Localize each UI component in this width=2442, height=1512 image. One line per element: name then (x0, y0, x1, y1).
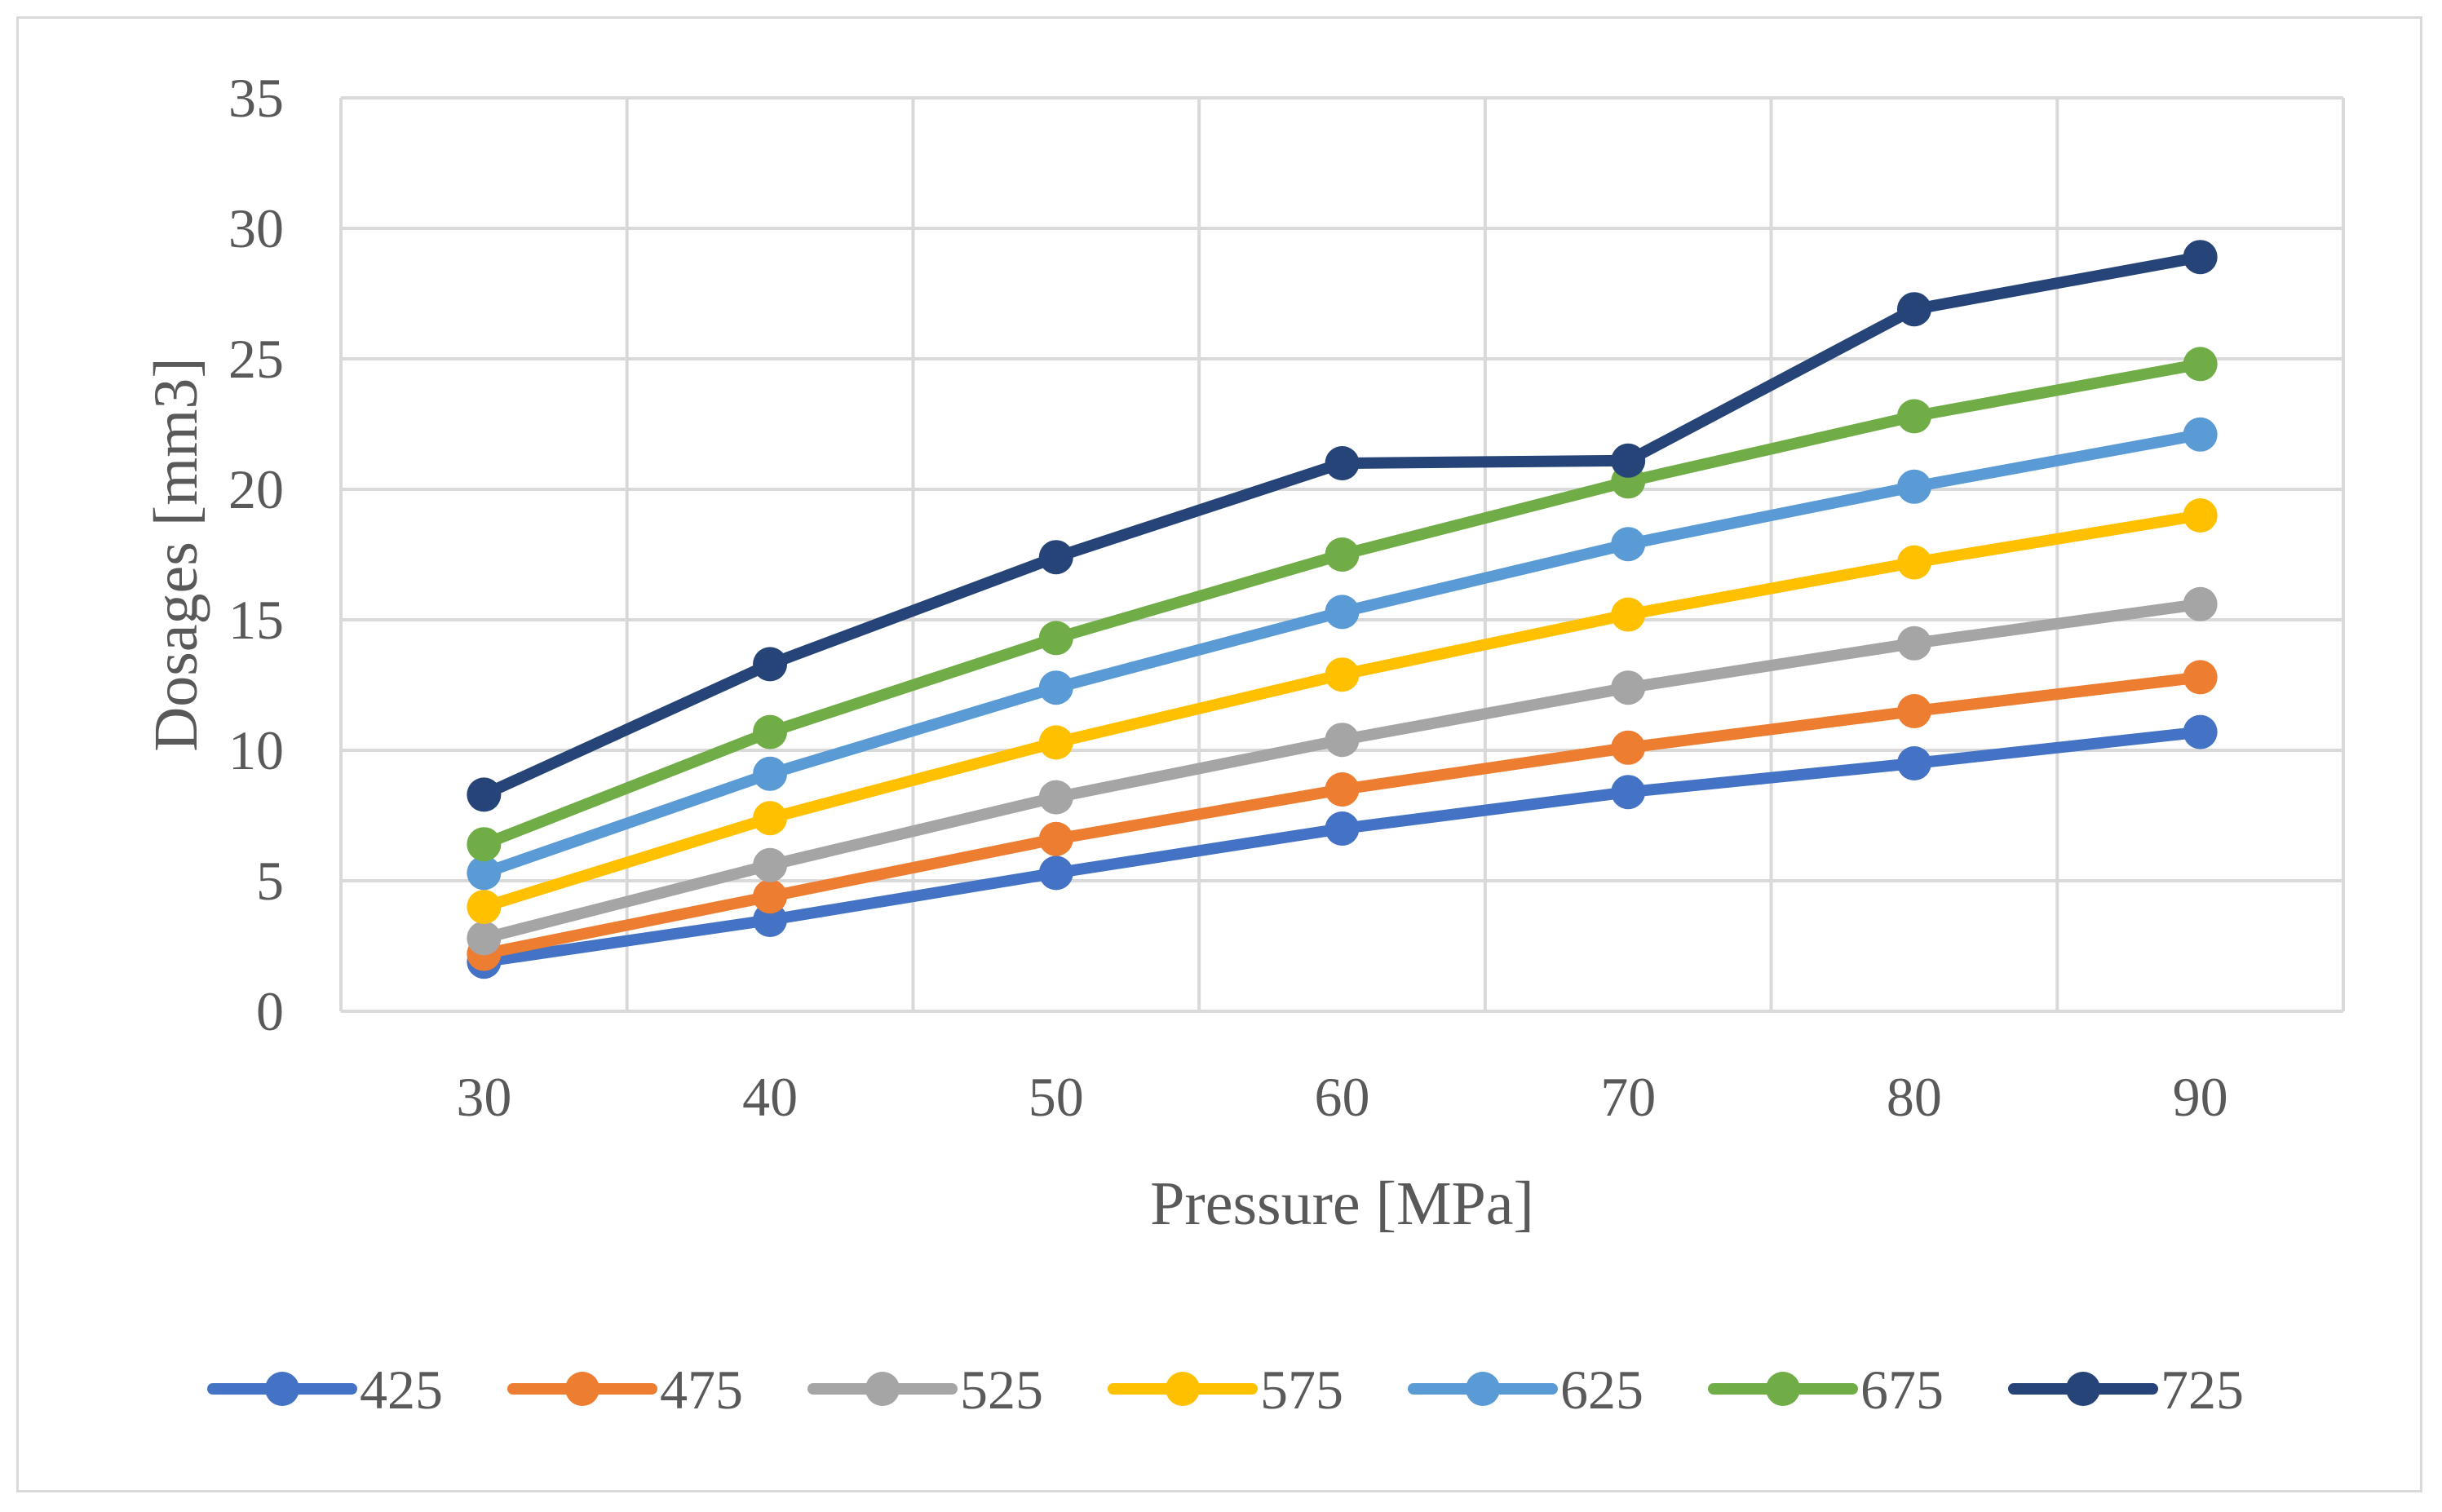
x-tick-90: 90 (2173, 1066, 2228, 1128)
point-725-50 (1038, 540, 1073, 575)
point-525-70 (1611, 670, 1646, 705)
x-tick-50: 50 (1029, 1066, 1084, 1128)
x-tick-30: 30 (456, 1066, 511, 1128)
series-line-725 (478, 251, 2206, 801)
point-425-60 (1325, 811, 1360, 846)
legend-item-675: 675 (1708, 1359, 1944, 1421)
legend-item-525: 525 (807, 1359, 1043, 1421)
point-675-80 (1896, 399, 1931, 434)
legend-item-575: 575 (1108, 1359, 1343, 1421)
series-625 (467, 417, 2218, 891)
point-575-50 (1038, 725, 1073, 760)
x-axis-title: Pressure [MPa] (1150, 1169, 1534, 1238)
series-725 (467, 240, 2218, 812)
point-675-90 (2183, 347, 2218, 382)
point-625-50 (1038, 670, 1073, 705)
point-725-30 (467, 777, 502, 812)
legend-swatch-marker-725 (2066, 1372, 2100, 1406)
line-chart: 0 5 10 15 20 25 30 35 30 40 50 60 70 80 90 Pressure [… (142, 67, 2345, 1421)
series-line-425 (478, 726, 2206, 968)
series-line-625 (478, 428, 2206, 879)
legend: 425 475 525 575 625 675 725 (207, 1359, 2244, 1421)
y-tick-15: 15 (228, 589, 284, 651)
legend-label-725: 725 (2161, 1359, 2244, 1421)
x-tick-80: 80 (1887, 1066, 1942, 1128)
point-625-70 (1611, 527, 1646, 562)
y-tick-5: 5 (256, 850, 284, 912)
y-axis-title: Dosages [mm3] (142, 357, 210, 751)
point-575-30 (467, 890, 502, 924)
chart-frame: 0 5 10 15 20 25 30 35 30 40 50 60 70 80 90 Pressure [… (16, 16, 2422, 1492)
point-525-30 (467, 921, 502, 956)
point-425-40 (753, 903, 788, 937)
point-575-40 (753, 801, 788, 836)
legend-item-725: 725 (2008, 1359, 2244, 1421)
y-axis-tick-labels: 0 5 10 15 20 25 30 35 (228, 67, 284, 1042)
point-525-40 (753, 847, 788, 882)
point-425-70 (1611, 775, 1646, 810)
x-tick-60: 60 (1315, 1066, 1370, 1128)
x-tick-70: 70 (1600, 1066, 1656, 1128)
point-725-40 (753, 647, 788, 682)
point-525-80 (1896, 626, 1931, 661)
point-575-70 (1611, 597, 1646, 632)
legend-label-525: 525 (960, 1359, 1043, 1421)
y-tick-20: 20 (228, 458, 284, 520)
legend-item-425: 425 (207, 1359, 443, 1421)
y-tick-30: 30 (228, 197, 284, 259)
series-line-525 (478, 598, 2206, 944)
point-475-90 (2183, 660, 2218, 695)
legend-swatch-marker-425 (265, 1372, 299, 1406)
point-575-90 (2183, 498, 2218, 533)
y-tick-10: 10 (228, 719, 284, 781)
legend-label-425: 425 (360, 1359, 443, 1421)
point-725-70 (1611, 443, 1646, 478)
point-675-60 (1325, 537, 1360, 572)
point-425-90 (2183, 714, 2218, 749)
point-425-50 (1038, 855, 1073, 891)
legend-swatch-marker-525 (865, 1372, 900, 1406)
point-525-60 (1325, 723, 1360, 758)
point-475-50 (1038, 821, 1073, 856)
point-475-70 (1611, 730, 1646, 765)
x-axis-tick-labels: 30 40 50 60 70 80 90 (456, 1066, 2227, 1128)
point-525-90 (2183, 586, 2218, 621)
point-575-60 (1325, 657, 1360, 692)
point-625-30 (467, 855, 502, 891)
legend-label-625: 625 (1560, 1359, 1643, 1421)
y-tick-25: 25 (228, 328, 284, 390)
point-525-50 (1038, 780, 1073, 815)
y-tick-35: 35 (228, 67, 284, 129)
legend-swatch-marker-575 (1166, 1372, 1200, 1406)
legend-swatch-marker-475 (565, 1372, 599, 1406)
point-475-60 (1325, 772, 1360, 807)
legend-item-625: 625 (1408, 1359, 1643, 1421)
gridlines (339, 96, 2345, 1013)
series-layer (467, 240, 2218, 979)
series-525 (467, 586, 2218, 956)
point-625-90 (2183, 417, 2218, 452)
legend-swatch-marker-675 (1766, 1372, 1800, 1406)
point-475-40 (753, 879, 788, 914)
legend-label-675: 675 (1860, 1359, 1944, 1421)
legend-label-475: 475 (660, 1359, 743, 1421)
point-675-40 (753, 714, 788, 749)
legend-label-575: 575 (1260, 1359, 1343, 1421)
point-425-80 (1896, 746, 1931, 780)
point-675-30 (467, 827, 502, 862)
point-575-80 (1896, 545, 1931, 580)
point-625-40 (753, 756, 788, 791)
point-725-90 (2183, 240, 2218, 275)
y-tick-0: 0 (256, 980, 284, 1042)
point-725-60 (1325, 446, 1360, 480)
x-tick-40: 40 (742, 1066, 798, 1128)
series-575 (467, 498, 2218, 924)
point-625-60 (1325, 595, 1360, 630)
point-725-80 (1896, 292, 1931, 327)
point-475-80 (1896, 694, 1931, 728)
legend-swatch-marker-625 (1466, 1372, 1500, 1406)
point-625-80 (1896, 469, 1931, 504)
legend-item-475: 475 (507, 1359, 743, 1421)
point-675-50 (1038, 621, 1073, 656)
